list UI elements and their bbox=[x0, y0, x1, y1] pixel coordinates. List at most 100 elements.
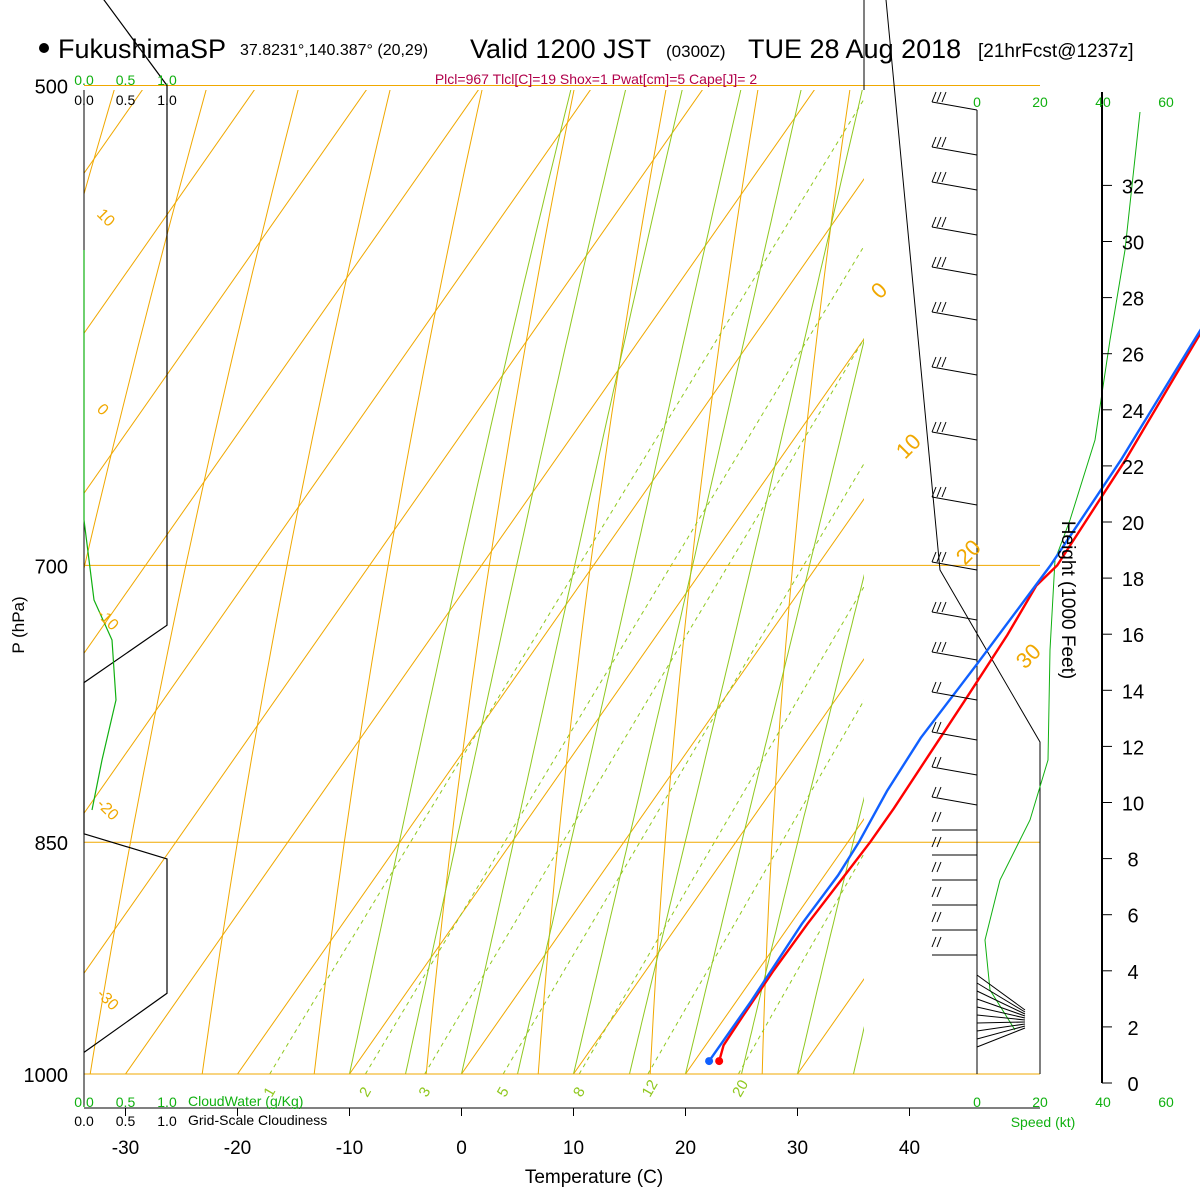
valid-time: Valid 1200 JST bbox=[470, 34, 651, 64]
cloudwater-tick-label: 0.0 bbox=[74, 1094, 94, 1110]
wind-barb bbox=[976, 998, 1026, 1017]
wind-speed-boundary bbox=[885, 0, 1041, 1074]
mixing-ratio-line bbox=[502, 462, 864, 1074]
temp-tick-label: 10 bbox=[563, 1138, 584, 1159]
isotherm-line bbox=[84, 90, 143, 175]
cloudiness-tick-label: 0.5 bbox=[116, 1113, 136, 1129]
wind-barb bbox=[931, 256, 978, 276]
cloudiness-tick-label: 0.5 bbox=[116, 92, 136, 108]
moist-adiabat bbox=[573, 90, 802, 1074]
wind-barb bbox=[976, 990, 1026, 1015]
isotherm-line bbox=[84, 90, 591, 815]
valid-date: TUE 28 Aug 2018 bbox=[748, 34, 961, 64]
wind-barb bbox=[931, 216, 978, 236]
wind-barb bbox=[976, 1006, 1026, 1019]
dry-adiabat bbox=[761, 90, 851, 1074]
surface-temperature-point bbox=[715, 1057, 724, 1066]
isotherm-label: 0 bbox=[866, 277, 892, 303]
cloudwater-profile bbox=[83, 250, 117, 811]
isotherm-line bbox=[797, 978, 864, 1074]
moist-adiabat bbox=[797, 796, 864, 1074]
surface-dewpoint-point bbox=[705, 1057, 714, 1066]
wind-barb bbox=[931, 681, 978, 701]
wind-barb bbox=[976, 982, 1026, 1013]
moist-adiabat bbox=[853, 1026, 864, 1074]
cloudwater-tick-label: 0.5 bbox=[116, 72, 136, 88]
isotherm-line bbox=[125, 90, 815, 1074]
height-tick-label: 16 bbox=[1122, 625, 1144, 647]
wind-barb bbox=[931, 911, 977, 931]
height-tick-label: 6 bbox=[1127, 906, 1138, 928]
height-tick-label: 28 bbox=[1122, 289, 1144, 311]
moist-adiabat bbox=[629, 90, 863, 1074]
pressure-tick-label: 700 bbox=[35, 556, 68, 578]
pressure-tick-label: 500 bbox=[35, 77, 68, 99]
temp-tick-label: -20 bbox=[224, 1138, 251, 1159]
profile-layer bbox=[83, 0, 1141, 1053]
cloudiness-tick-label: 1.0 bbox=[157, 92, 177, 108]
isotherm-line bbox=[349, 338, 864, 1074]
isotherm-line bbox=[84, 90, 367, 495]
wind-barb bbox=[931, 171, 978, 191]
isotherm-label: 0 bbox=[93, 401, 111, 419]
dry-adiabat bbox=[89, 90, 299, 1074]
wind-barb bbox=[931, 886, 977, 906]
speed-tick-label: 60 bbox=[1158, 1094, 1174, 1110]
wind-barb bbox=[931, 601, 978, 621]
speed-profile bbox=[984, 111, 1141, 1031]
wind-barb bbox=[931, 836, 977, 856]
temperature-line bbox=[718, 331, 1200, 1062]
height-tick-label: 12 bbox=[1122, 737, 1144, 759]
isotherm-line bbox=[1022, 0, 1200, 1074]
wind-barb bbox=[976, 1027, 1026, 1048]
cloudiness-tick-label: 1.0 bbox=[157, 1113, 177, 1129]
tick-layer: 2503004005007008501000-30-20-10010203040… bbox=[24, 72, 1174, 1159]
moist-adiabat bbox=[349, 90, 572, 1074]
speed-tick-label: 0 bbox=[973, 1094, 981, 1110]
height-tick-label: 8 bbox=[1127, 850, 1138, 872]
station-marker-icon bbox=[39, 43, 49, 53]
isotherm-label: -20 bbox=[93, 796, 121, 824]
height-tick-label: 2 bbox=[1127, 1018, 1138, 1040]
mixing-ratio-label: 2 bbox=[356, 1084, 375, 1100]
height-tick-label: 4 bbox=[1127, 962, 1138, 984]
wind-barb bbox=[931, 721, 978, 741]
wind-barb bbox=[976, 974, 1026, 1011]
forecast-info: [21hrFcst@1237z] bbox=[978, 41, 1134, 62]
cloudiness-tick-label: 0.0 bbox=[74, 92, 94, 108]
height-tick-label: 10 bbox=[1122, 794, 1144, 816]
series-layer bbox=[705, 328, 1200, 1066]
y-axis-label: P (hPa) bbox=[9, 596, 28, 653]
isotherm-label: 20 bbox=[951, 535, 986, 570]
moist-adiabat bbox=[517, 90, 742, 1074]
temp-tick-label: -10 bbox=[336, 1138, 363, 1159]
cloudiness-profile bbox=[83, 0, 168, 1053]
height-tick-label: 18 bbox=[1122, 569, 1144, 591]
wind-barb bbox=[931, 301, 978, 321]
stability-indices: Plcl=967 Tlcl[C]=19 Shox=1 Pwat[cm]=5 Ca… bbox=[435, 71, 758, 87]
height-tick-label: 22 bbox=[1122, 457, 1144, 479]
wind-barb bbox=[931, 421, 978, 441]
moist-adiabat bbox=[910, 0, 1200, 1074]
dry-adiabat bbox=[313, 90, 483, 1074]
isotherm-line bbox=[910, 0, 1200, 1074]
station-name: FukushimaSP bbox=[58, 34, 226, 64]
height-tick-label: 24 bbox=[1122, 401, 1144, 423]
dry-adiabat bbox=[425, 90, 575, 1074]
mixing-ratio-label: 8 bbox=[570, 1084, 589, 1100]
height-tick-label: 32 bbox=[1122, 176, 1144, 198]
isotherm-line bbox=[84, 90, 703, 975]
speed-axis-label: Speed (kt) bbox=[1011, 1114, 1076, 1130]
height-tick-label: 14 bbox=[1122, 681, 1144, 703]
height-tick-label: 20 bbox=[1122, 513, 1144, 535]
isotherm-line bbox=[461, 498, 864, 1074]
wind-barb bbox=[931, 861, 977, 881]
dry-adiabat bbox=[84, 90, 115, 196]
isotherm-line bbox=[84, 90, 255, 335]
speed-tick-label: 20 bbox=[1032, 1094, 1048, 1110]
isotherm-label: 30 bbox=[1011, 639, 1046, 674]
wind-barb bbox=[976, 1025, 1026, 1040]
wind-barb bbox=[931, 756, 978, 776]
speed-tick-label: 0 bbox=[973, 94, 981, 110]
dry-adiabat bbox=[649, 90, 759, 1074]
